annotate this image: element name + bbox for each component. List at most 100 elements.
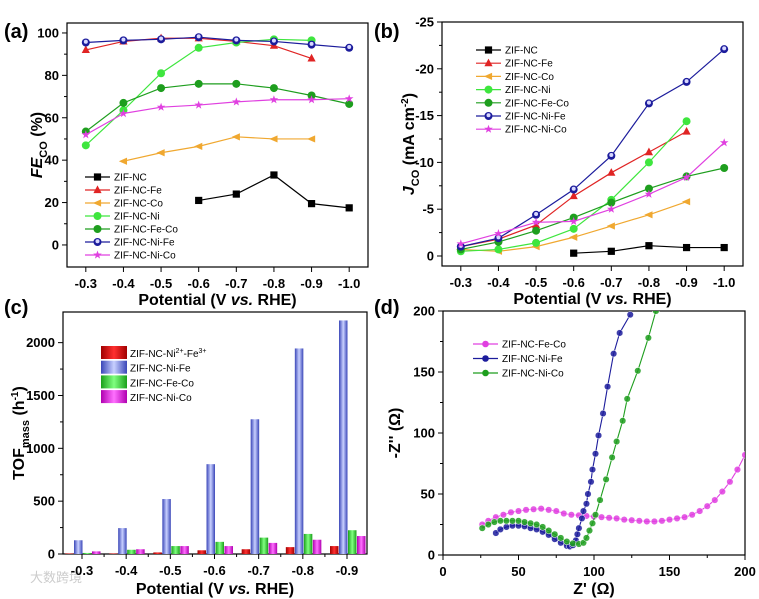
bar <box>330 546 339 554</box>
marker-circle <box>635 517 643 525</box>
x-axis-label: Potential (V vs. RHE) <box>136 581 294 598</box>
bar <box>268 542 278 554</box>
legend-item: ZIF-NC-Ni-Fe <box>101 360 191 375</box>
marker-square <box>645 242 653 250</box>
x-axis-label: Potential (V vs. RHE) <box>513 291 671 308</box>
marker-circle <box>608 453 616 461</box>
series-zif-nc <box>570 242 728 257</box>
legend-item: ZIF-NC-Ni-Co <box>101 390 192 404</box>
marker-circle <box>644 334 652 342</box>
legend-label-part: 2+ <box>176 348 184 355</box>
series-zif-nc-ni-co <box>478 311 660 548</box>
legend: ZIF-NC ZIF-NC-Fe ZIF-NC-Co ZIF-NC-Ni ZIF-NC-… <box>476 46 569 136</box>
y-axis-label-a: FECO (%) <box>29 112 50 178</box>
marker-circle <box>718 488 726 496</box>
marker-triangle-left <box>269 135 278 143</box>
legend-label: ZIF-NC-Ni <box>114 212 160 223</box>
legend-item: ZIF-NC-Ni-Fe <box>473 354 563 365</box>
marker-square <box>232 190 240 198</box>
x-tick-label: -0.5 <box>525 275 547 290</box>
x-tick-label: 0 <box>439 564 446 579</box>
chart-panel-a: 0 20 40 60 80 100 -0.3 -0.4 -0.5 -0.6 -0.7 -0.8 -0.9… <box>37 22 369 309</box>
legend-label: ZIF-NC-Fe <box>114 186 162 197</box>
marker-triangle <box>93 185 102 194</box>
legend-label: ZIF-NC-Co <box>114 199 163 210</box>
marker-circle-half <box>345 43 354 52</box>
legend: ZIF-NC ZIF-NC-Fe ZIF-NC-Co ZIF-NC-Ni ZIF-NC-… <box>85 173 178 262</box>
y-axis-label-c-part: mass <box>20 420 32 448</box>
legend: ZIF-NC-Fe-Co ZIF-NC-Ni-Fe ZIF-NC-Ni-Co <box>473 340 566 380</box>
marker-star <box>644 189 654 198</box>
marker-star <box>607 204 616 213</box>
marker-triangle <box>607 168 616 176</box>
series-line <box>460 142 725 245</box>
series-line <box>198 174 350 209</box>
legend-label: ZIF-NC-Ni-Fe <box>114 238 175 249</box>
bar <box>171 546 180 554</box>
marker-highlight <box>83 39 88 44</box>
marker-circle <box>557 534 565 542</box>
y-tick-label: 40 <box>45 153 59 168</box>
bar <box>357 536 366 554</box>
marker-circle-half <box>484 112 493 120</box>
marker-circle <box>626 311 634 319</box>
marker-triangle-left <box>644 211 653 219</box>
y-tick-label: 0 <box>52 237 59 252</box>
marker-highlight <box>309 41 314 46</box>
marker-highlight <box>609 153 614 158</box>
marker-circle <box>578 514 586 522</box>
legend-swatch <box>101 346 127 359</box>
legend-label: ZIF-NC-Ni-Co <box>502 369 564 380</box>
x-tick-label: -1.0 <box>338 276 360 291</box>
marker-circle <box>644 184 653 193</box>
marker-triangle-left <box>92 199 102 207</box>
legend-label: ZIF-NC-Ni <box>505 85 551 96</box>
watermark: 大数跨境 <box>30 570 82 585</box>
marker-star <box>194 100 203 109</box>
marker-circle <box>594 431 603 439</box>
x-tick-label: -0.3 <box>71 563 93 578</box>
y-axis-label-c-part: ) <box>11 386 28 391</box>
marker-circle <box>658 517 666 525</box>
marker-circle <box>527 519 535 527</box>
marker-circle-half <box>194 33 203 42</box>
marker-circle <box>584 490 592 498</box>
marker-highlight <box>496 235 501 240</box>
y-tick-label: 500 <box>33 494 55 509</box>
bar <box>241 549 251 554</box>
x-axis-label: Potential (V vs. RHE) <box>138 292 296 309</box>
legend: ZIF-NC-Ni2+-Fe3+ZIF-NC-Ni-FeZIF-NC-Fe-Co… <box>101 346 207 404</box>
marker-star <box>93 250 102 259</box>
marker-circle <box>484 85 493 94</box>
bar-group <box>153 499 189 554</box>
x-tick-label: -0.6 <box>562 275 584 290</box>
marker-circle <box>596 496 604 504</box>
marker-circle <box>494 245 503 254</box>
marker-star <box>344 94 354 103</box>
legend-label-part: -Fe <box>184 349 199 360</box>
plot-frame <box>66 22 369 268</box>
x-tick-label: -0.4 <box>112 276 135 291</box>
x-tick-label: 100 <box>583 564 605 579</box>
marker-circle <box>93 212 102 220</box>
x-axis-label: Z' (Ω) <box>573 581 615 598</box>
legend-label: ZIF-NC <box>114 173 147 184</box>
bar <box>312 539 322 554</box>
bar <box>206 464 215 554</box>
series-zif-nc-ni <box>81 35 316 150</box>
marker-highlight <box>486 113 491 118</box>
series-line <box>85 98 350 136</box>
marker-circle <box>478 524 486 532</box>
bar <box>224 546 233 554</box>
x-tick-label: 200 <box>734 564 756 579</box>
series-line <box>460 167 725 251</box>
marker-circle <box>623 395 631 403</box>
marker-star <box>232 97 241 106</box>
series-line <box>85 36 350 49</box>
legend-item: ZIF-NC-Ni-Fe <box>85 238 175 249</box>
marker-circle <box>552 507 560 515</box>
legend-label-part: ZIF-NC-Fe-Co <box>130 378 194 389</box>
legend-label: ZIF-NC-Fe-Co <box>130 378 194 389</box>
x-tick-label: -0.3 <box>450 275 472 290</box>
marker-star <box>569 216 578 225</box>
